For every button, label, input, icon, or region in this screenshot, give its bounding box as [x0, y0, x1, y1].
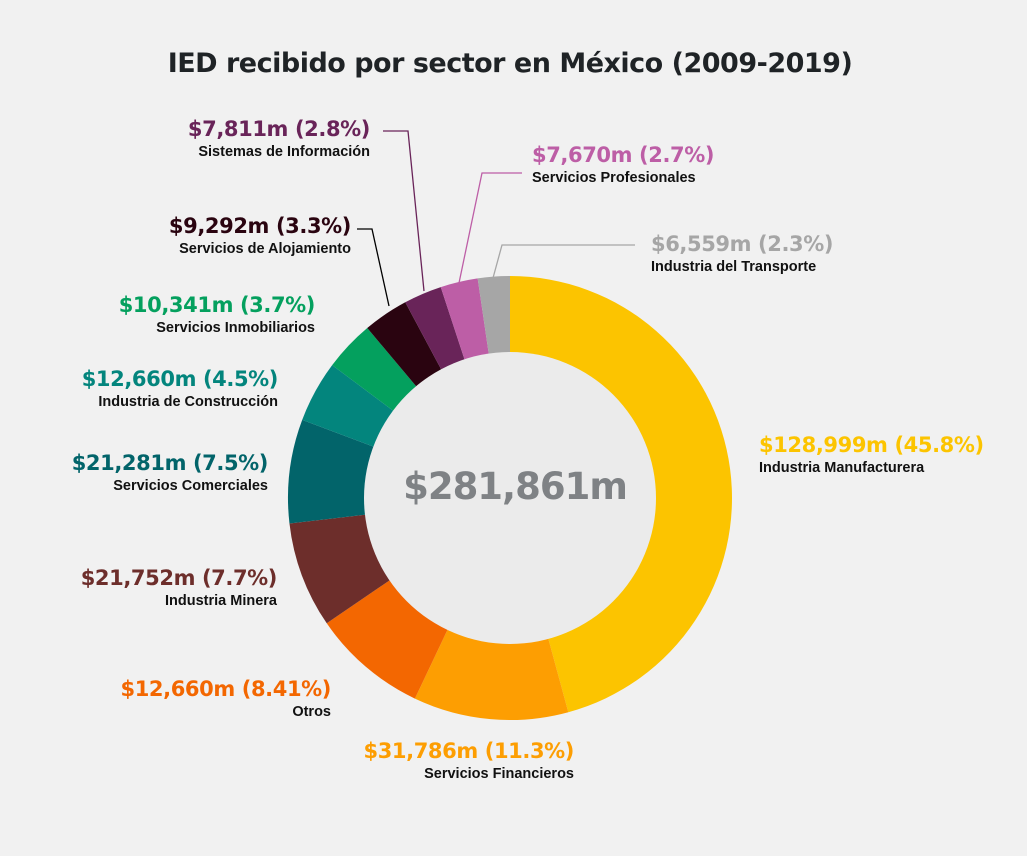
- value-label: $21,752m (7.7%): [80, 566, 278, 590]
- leader-line-servicios-alojamiento: [357, 228, 390, 307]
- category-label: Industria de Construcción: [98, 394, 278, 410]
- category-label: Sistemas de Información: [198, 144, 370, 160]
- value-label: $21,281m (7.5%): [71, 451, 269, 475]
- value-label: $7,811m (2.8%): [187, 117, 370, 141]
- leader-line-servicios-profesionales: [458, 172, 522, 284]
- leader-line-sistemas-informacion: [383, 130, 425, 292]
- category-label: Industria del Transporte: [651, 259, 817, 275]
- category-label: Servicios Inmobiliarios: [156, 320, 315, 336]
- label-industria-transporte: $6,559m (2.3%) Industria del Transporte: [651, 231, 833, 277]
- label-industria-construccion: $12,660m (4.5%) Industria de Construcció…: [81, 366, 279, 412]
- leader-line-industria-transporte: [492, 244, 635, 279]
- category-label: Servicios de Alojamiento: [179, 241, 351, 257]
- chart-title: IED recibido por sector en México (2009-…: [167, 48, 853, 79]
- label-servicios-alojamiento: $9,292m (3.3%) Servicios de Alojamiento: [169, 213, 351, 259]
- value-label: $12,660m (4.5%): [81, 367, 279, 391]
- label-servicios-inmobiliarios: $10,341m (3.7%) Servicios Inmobiliarios: [118, 292, 316, 338]
- category-label: Industria Manufacturera: [759, 460, 925, 476]
- donut-hole: [364, 352, 656, 644]
- value-label: $6,559m (2.3%): [651, 232, 834, 256]
- value-label: $12,660m (8.41%): [120, 677, 332, 701]
- category-label: Industria Minera: [165, 593, 277, 609]
- value-label: $7,670m (2.7%): [532, 143, 715, 167]
- category-label: Servicios Financieros: [424, 766, 574, 782]
- label-otros: $12,660m (8.41%) Otros: [121, 676, 332, 722]
- center-total-label: $281,861m: [403, 465, 628, 508]
- label-servicios-financieros: $31,786m (11.3%) Servicios Financieros: [364, 738, 575, 784]
- value-label: $128,999m (45.8%): [759, 433, 984, 457]
- value-label: $31,786m (11.3%): [363, 739, 575, 763]
- label-servicios-profesionales: $7,670m (2.7%) Servicios Profesionales: [532, 142, 714, 188]
- category-label: Servicios Profesionales: [532, 170, 696, 186]
- label-servicios-comerciales: $21,281m (7.5%) Servicios Comerciales: [71, 450, 269, 496]
- label-industria-manufacturera: $128,999m (45.8%) Industria Manufacturer…: [759, 432, 984, 478]
- category-label: Otros: [292, 704, 331, 720]
- category-label: Servicios Comerciales: [113, 478, 268, 494]
- value-label: $9,292m (3.3%): [168, 214, 351, 238]
- label-sistemas-informacion: $7,811m (2.8%) Sistemas de Información: [188, 116, 370, 162]
- label-industria-minera: $21,752m (7.7%) Industria Minera: [80, 565, 278, 611]
- value-label: $10,341m (3.7%): [118, 293, 316, 317]
- leader-lines: [357, 130, 635, 307]
